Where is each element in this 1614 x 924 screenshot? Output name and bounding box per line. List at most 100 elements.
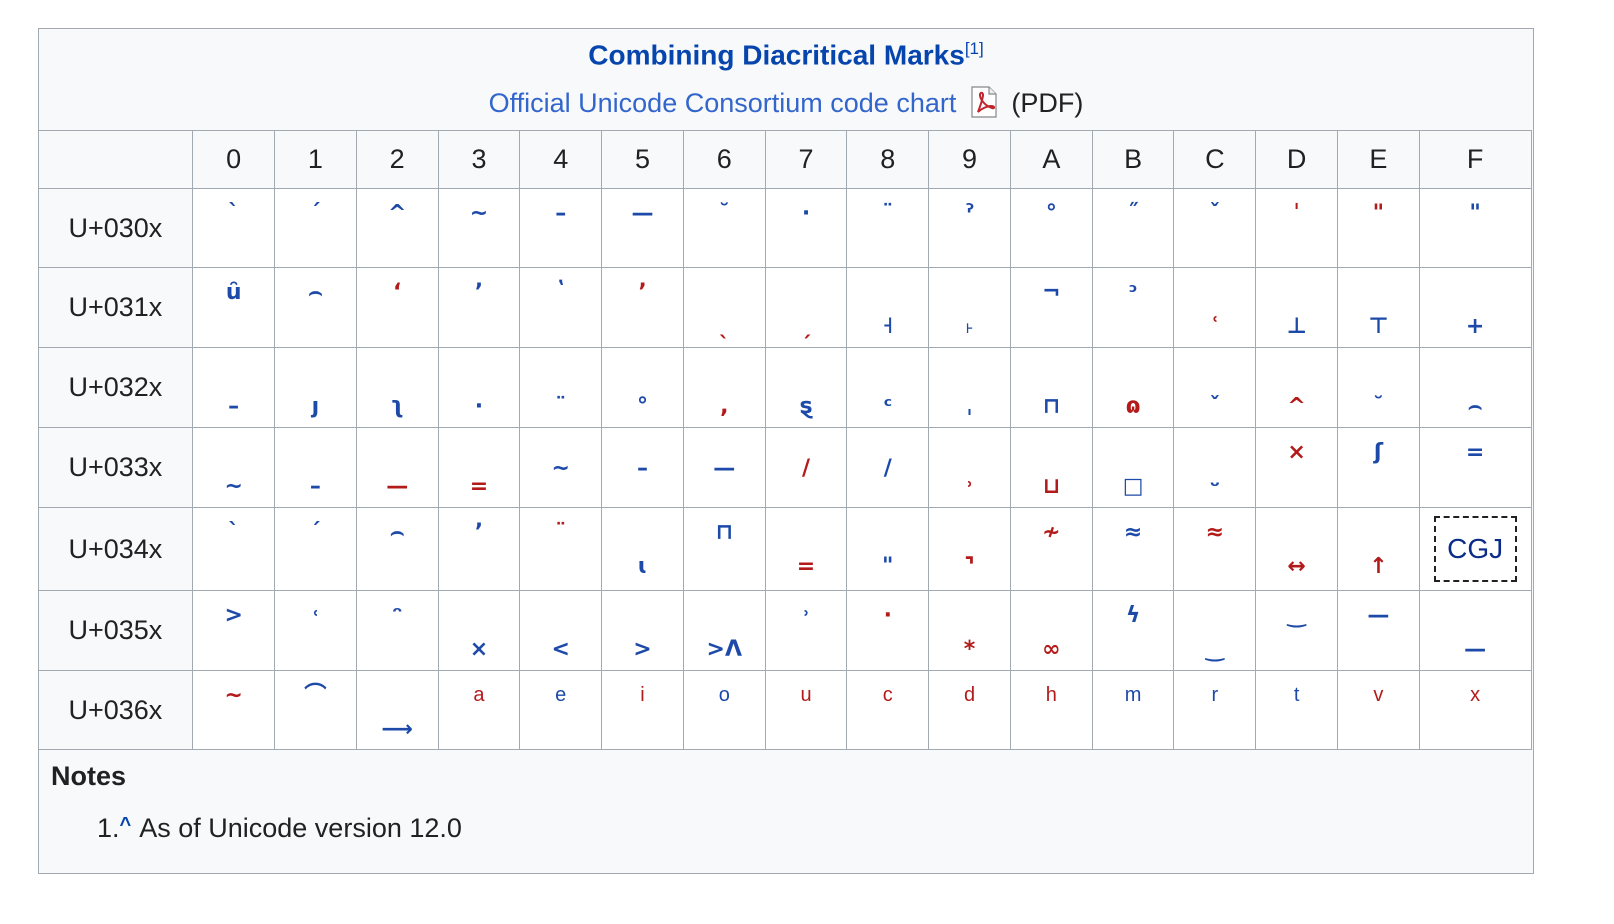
code-point-cell[interactable]: × bbox=[1255, 427, 1339, 508]
code-point-cell[interactable]: t bbox=[1255, 670, 1339, 750]
code-point-cell[interactable]: ¬ bbox=[1009, 267, 1093, 348]
code-point-cell[interactable]: ȿ bbox=[764, 347, 848, 428]
code-point-cell[interactable]: ʃ bbox=[1337, 427, 1420, 508]
code-point-cell[interactable]: r bbox=[1173, 670, 1257, 750]
table-title[interactable]: Combining Diacritical Marks[1] bbox=[39, 39, 1533, 71]
code-point-cell[interactable]: = bbox=[764, 507, 848, 591]
code-point-cell[interactable]: ˘ bbox=[1337, 347, 1420, 428]
code-point-cell[interactable]: > bbox=[601, 590, 684, 671]
code-point-cell[interactable]: d bbox=[928, 670, 1011, 750]
code-point-cell[interactable]: ʻ bbox=[355, 267, 439, 348]
code-point-cell[interactable]: ≈ bbox=[1173, 507, 1257, 591]
code-point-cell[interactable]: ʿ bbox=[1173, 267, 1257, 348]
code-point-cell[interactable]: / bbox=[846, 427, 930, 508]
code-point-cell[interactable]: > bbox=[192, 590, 276, 671]
code-point-cell[interactable]: ʼ bbox=[437, 267, 521, 348]
code-point-cell[interactable]: ≈ bbox=[1091, 507, 1175, 591]
code-point-cell[interactable]: ˇ bbox=[1173, 188, 1257, 268]
code-point-cell[interactable]: ≁ bbox=[1009, 507, 1093, 591]
code-point-cell[interactable]: x bbox=[1418, 670, 1532, 750]
code-point-cell[interactable]: — bbox=[1337, 590, 1420, 671]
code-point-cell[interactable]: ⊔ bbox=[1009, 427, 1093, 508]
code-point-cell[interactable]: ¨ bbox=[519, 347, 603, 428]
code-point-cell[interactable]: — bbox=[682, 427, 766, 508]
code-point-cell[interactable]: ʼ bbox=[437, 507, 521, 591]
code-point-cell[interactable]: ⊥ bbox=[1255, 267, 1339, 348]
code-point-cell[interactable]: ʽ bbox=[519, 267, 603, 348]
code-point-cell[interactable]: m bbox=[1091, 670, 1175, 750]
code-point-cell[interactable]: + bbox=[1418, 267, 1532, 348]
code-point-cell[interactable]: ᵔ bbox=[355, 590, 439, 671]
code-point-cell[interactable]: ^ bbox=[355, 188, 439, 268]
code-point-cell[interactable]: × bbox=[437, 590, 521, 671]
code-point-cell[interactable]: ˧ bbox=[846, 267, 930, 348]
code-point-cell[interactable]: · bbox=[437, 347, 521, 428]
code-point-cell[interactable]: , bbox=[682, 347, 766, 428]
pdf-file-icon[interactable] bbox=[969, 86, 999, 118]
code-point-cell[interactable]: – bbox=[192, 347, 276, 428]
code-point-cell[interactable]: ˊ bbox=[274, 188, 357, 268]
code-point-cell[interactable]: >Λ bbox=[682, 590, 766, 671]
code-point-cell[interactable]: ^ bbox=[1255, 347, 1339, 428]
code-point-cell[interactable]: ‿ bbox=[1173, 590, 1257, 671]
code-point-cell[interactable]: ᵕ bbox=[1173, 427, 1257, 508]
code-point-cell[interactable]: – bbox=[601, 427, 684, 508]
code-point-cell[interactable]: v bbox=[1337, 670, 1420, 750]
code-point-cell[interactable]: ȷ bbox=[274, 347, 357, 428]
code-point-cell[interactable]: □ bbox=[1091, 427, 1175, 508]
code-point-cell[interactable]: ¨ bbox=[846, 188, 930, 268]
code-point-cell[interactable]: ↑ bbox=[1337, 507, 1420, 591]
code-point-cell[interactable]: ` bbox=[192, 188, 276, 268]
code-point-cell[interactable]: ˏ bbox=[764, 267, 848, 348]
code-point-cell[interactable]: ¨ bbox=[519, 507, 603, 591]
code-point-cell[interactable]: ˘ bbox=[682, 188, 766, 268]
code-point-cell[interactable]: ⌢ bbox=[1418, 347, 1532, 428]
code-point-cell[interactable]: ↔ bbox=[1255, 507, 1339, 591]
footnote-ref[interactable]: [1] bbox=[964, 39, 984, 58]
code-point-cell[interactable]: · bbox=[846, 590, 930, 671]
code-point-cell[interactable]: — bbox=[1418, 590, 1532, 671]
code-point-cell[interactable]: ‿ bbox=[1255, 590, 1339, 671]
note-backlink[interactable]: ^ bbox=[119, 814, 132, 836]
code-point-cell[interactable]: / bbox=[764, 427, 848, 508]
title-text[interactable]: Combining Diacritical Marks bbox=[588, 39, 965, 71]
code-point-cell[interactable]: a bbox=[437, 670, 521, 750]
code-point-cell[interactable]: ˀ bbox=[928, 188, 1011, 268]
code-point-cell[interactable]: ° bbox=[601, 347, 684, 428]
code-point-cell[interactable]: ∞ bbox=[1009, 590, 1093, 671]
code-point-cell[interactable]: = bbox=[1418, 427, 1532, 508]
code-point-cell[interactable]: = bbox=[437, 427, 521, 508]
code-point-cell[interactable]: ⌢ bbox=[355, 507, 439, 591]
code-point-cell[interactable]: i bbox=[601, 670, 684, 750]
code-point-cell[interactable]: ~ bbox=[437, 188, 521, 268]
code-point-cell[interactable]: ⊓ bbox=[682, 507, 766, 591]
code-point-cell[interactable]: ~ bbox=[192, 427, 276, 508]
code-point-cell[interactable]: " bbox=[1418, 188, 1532, 268]
code-point-cell[interactable]: ˒ bbox=[764, 590, 848, 671]
code-point-cell[interactable]: ⊤ bbox=[1337, 267, 1420, 348]
code-point-cell[interactable]: – bbox=[519, 188, 603, 268]
code-point-cell[interactable]: · bbox=[764, 188, 848, 268]
code-point-cell[interactable]: " bbox=[1337, 188, 1420, 268]
code-point-cell[interactable]: ˝ bbox=[1091, 188, 1175, 268]
code-point-cell[interactable]: ⊓ bbox=[1009, 347, 1093, 428]
code-point-cell[interactable]: ˌ bbox=[928, 347, 1011, 428]
code-point-cell[interactable]: ° bbox=[1009, 188, 1093, 268]
cgj-box[interactable]: CGJ bbox=[1433, 516, 1517, 582]
code-point-cell[interactable]: ˈ bbox=[1255, 188, 1339, 268]
code-point-cell[interactable]: – bbox=[274, 427, 357, 508]
code-point-cell[interactable]: ɩ bbox=[601, 507, 684, 591]
code-point-cell[interactable]: ʼ bbox=[601, 267, 684, 348]
code-point-cell[interactable]: u bbox=[764, 670, 848, 750]
code-point-cell[interactable]: ˇ bbox=[1173, 347, 1257, 428]
code-point-cell[interactable]: ˎ bbox=[682, 267, 766, 348]
code-chart-link[interactable]: Official Unicode Consortium code chart bbox=[488, 88, 957, 118]
code-point-cell[interactable]: ɷ bbox=[1091, 347, 1175, 428]
code-point-cell[interactable]: ᵓ bbox=[1091, 267, 1175, 348]
code-point-cell[interactable]: * bbox=[928, 590, 1011, 671]
code-point-cell[interactable]: ʅ bbox=[355, 347, 439, 428]
code-point-cell[interactable]: ˫ bbox=[928, 267, 1011, 348]
code-point-cell[interactable]: — bbox=[355, 427, 439, 508]
code-point-cell[interactable]: ˒ bbox=[928, 427, 1011, 508]
code-point-cell[interactable]: ∼ bbox=[192, 670, 276, 750]
